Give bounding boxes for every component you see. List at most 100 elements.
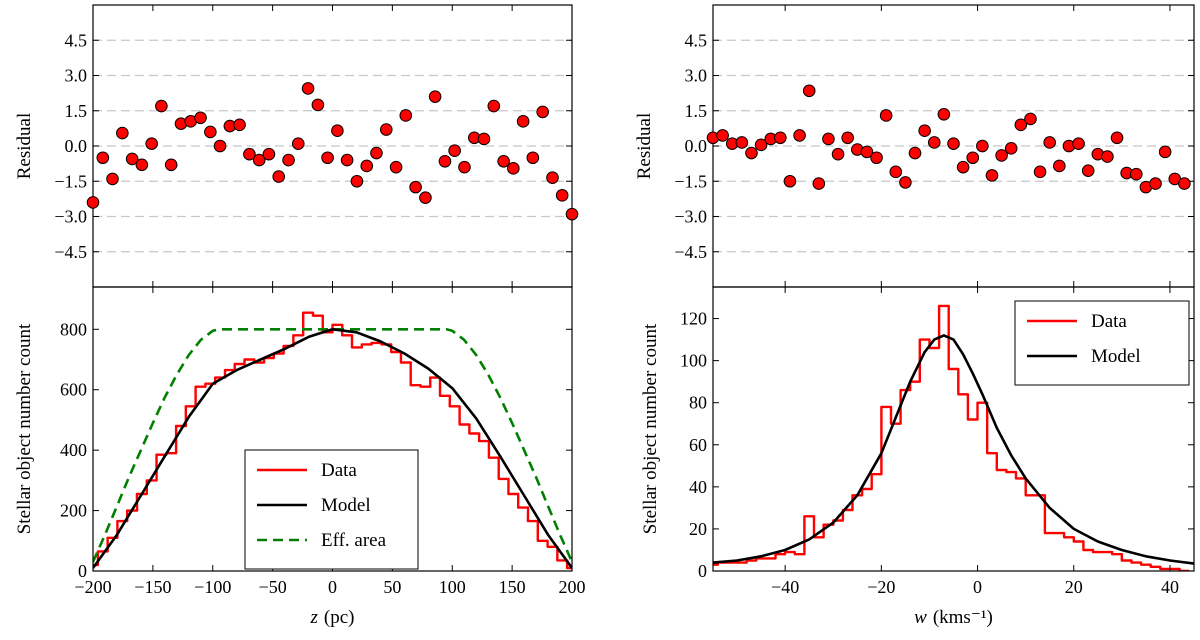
y-tick-label: 0 (698, 561, 707, 581)
plot-area (93, 311, 572, 570)
residual-point (360, 159, 374, 173)
model-series-line (713, 334, 1194, 565)
residual-point (399, 109, 413, 122)
residual-point (96, 151, 110, 165)
residual-point (272, 170, 286, 183)
residual-point (1072, 137, 1085, 150)
residual-point (879, 109, 893, 122)
residual-point (301, 82, 315, 95)
x-tick-label: 20 (1065, 577, 1083, 597)
residual-point (754, 138, 768, 152)
x-tick-label: −200 (74, 577, 111, 597)
residual-point (487, 99, 501, 113)
residual-point (812, 177, 826, 190)
residual-point (340, 153, 354, 167)
y-tick-label: 0.0 (685, 136, 708, 156)
residual-point (448, 144, 461, 157)
residual-point (243, 147, 256, 161)
residual-point (1081, 164, 1095, 177)
y-axis-label: Stellar object number count (14, 323, 35, 534)
residual-point (536, 105, 549, 119)
residual-point (745, 146, 758, 160)
y-tick-label: 100 (680, 351, 707, 371)
residual-point (985, 169, 999, 182)
residual-point (1158, 145, 1172, 159)
x-tick-label: −40 (771, 577, 799, 597)
residual-point (194, 111, 207, 125)
residual-point (145, 137, 158, 150)
residual-point (783, 174, 797, 188)
x-tick-label: 100 (439, 577, 466, 597)
residual-point (438, 154, 452, 168)
y-tick-label: 20 (689, 519, 707, 539)
residual-point (233, 118, 246, 132)
data-series-line (713, 304, 1190, 571)
residual-point (213, 139, 227, 153)
residual-point (1043, 136, 1056, 149)
residual-point (86, 196, 100, 209)
residual-point (516, 115, 530, 128)
residual-point (321, 151, 334, 165)
residual-point (497, 154, 510, 168)
legend: Data Model Eff. area (244, 449, 419, 570)
residual-point (1004, 142, 1018, 155)
residual-point (1101, 150, 1114, 163)
residual-point (389, 160, 403, 174)
legend-label: Data (1091, 311, 1127, 332)
residual-point (956, 160, 970, 174)
eff-area-series-line (93, 328, 572, 563)
residual-point (1110, 131, 1124, 145)
residual-point (370, 146, 383, 160)
y-tick-label: −3.0 (54, 207, 87, 227)
model-series-line (93, 328, 572, 569)
residual-point (419, 191, 432, 204)
residual-point (716, 129, 729, 142)
w-residual-panel: 4.5 3.0 1.5 0.0 −1.5 −3.0 −4.5 Residual (634, 4, 1195, 288)
residual-point (802, 84, 816, 98)
y-axis-label: Residual (14, 113, 35, 180)
y-tick-label: 3.0 (685, 66, 708, 86)
y-tick-label: 600 (60, 380, 87, 400)
x-axis-label: z (pc) (310, 607, 355, 628)
residual-point (135, 158, 149, 172)
residual-point (204, 125, 217, 139)
residual-point (995, 149, 1008, 162)
residual-point (927, 136, 941, 149)
x-tick-label: 150 (499, 577, 526, 597)
x-tick-label: −50 (259, 577, 287, 597)
residual-point (899, 176, 912, 189)
residual-point (774, 131, 787, 145)
residual-point (793, 129, 806, 142)
residual-point (966, 151, 980, 165)
residual-point (870, 151, 883, 165)
residual-point (350, 174, 364, 188)
legend-label: Eff. area (321, 530, 387, 551)
y-axis-label: Stellar object number count (640, 323, 661, 534)
x-tick-label: 0 (328, 577, 337, 597)
residual-point (908, 146, 922, 160)
residual-point (565, 207, 579, 221)
residual-point (106, 172, 119, 186)
y-tick-label: −1.5 (54, 171, 87, 191)
x-tick-label: 40 (1161, 577, 1179, 597)
residual-point (458, 160, 471, 174)
residual-point (282, 153, 295, 167)
x-axis-unit: (pc) (324, 607, 355, 628)
y-tick-label: 40 (689, 477, 707, 497)
residual-point (1149, 177, 1162, 190)
x-axis-variable: z (310, 607, 319, 628)
x-axis-label: w (kms⁻¹) (914, 607, 993, 628)
x-tick-label: 200 (559, 577, 586, 597)
z-count-panel: 0 200 400 600 800 −200 −150 −100 −50 0 50 100 150 200… (14, 286, 586, 628)
residual-point (1178, 177, 1191, 190)
plot-area (713, 304, 1194, 571)
residual-point (976, 139, 989, 153)
legend-label: Model (1091, 346, 1141, 367)
legend: Data Model (1014, 300, 1190, 386)
residual-point (1024, 112, 1037, 126)
x-tick-label: −20 (867, 577, 895, 597)
y-tick-label: 60 (689, 435, 707, 455)
residual-point (918, 124, 931, 138)
residual-point (1129, 167, 1143, 181)
residual-point (262, 147, 276, 161)
